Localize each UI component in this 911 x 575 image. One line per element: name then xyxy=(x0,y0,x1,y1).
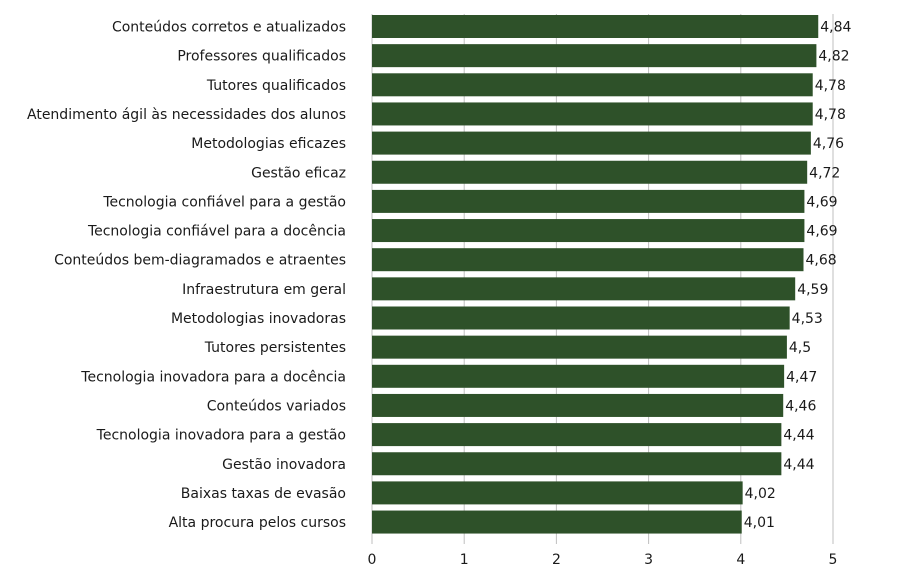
bar xyxy=(372,219,805,243)
x-tick-label: 3 xyxy=(644,552,653,568)
category-label: Professores qualificados xyxy=(177,49,346,65)
category-label: Metodologias eficazes xyxy=(191,136,346,152)
category-label: Gestão inovadora xyxy=(222,457,346,473)
data-label: 4,78 xyxy=(815,107,846,123)
x-tick-label: 2 xyxy=(552,552,561,568)
category-label: Tecnologia confiável para a docência xyxy=(87,224,346,240)
data-label: 4,01 xyxy=(744,515,775,531)
data-label: 4,02 xyxy=(745,486,776,502)
x-tick-label: 0 xyxy=(368,552,377,568)
category-label: Conteúdos corretos e atualizados xyxy=(112,20,346,36)
data-label: 4,82 xyxy=(818,49,849,65)
x-tick-label: 1 xyxy=(460,552,469,568)
x-tick-label: 5 xyxy=(829,552,838,568)
bar xyxy=(372,248,804,272)
category-label: Tecnologia confiável para a gestão xyxy=(102,194,346,210)
bar xyxy=(372,510,742,534)
x-axis-ticks: 0 1 2 3 4 5 xyxy=(368,552,838,568)
bar xyxy=(372,15,819,38)
data-label: 4,5 xyxy=(789,340,811,356)
bar xyxy=(372,44,817,68)
data-label: 4,76 xyxy=(813,136,844,152)
category-label: Tecnologia inovadora para a docência xyxy=(80,369,346,385)
category-label: Atendimento ágil às necessidades dos alu… xyxy=(27,107,346,123)
bar xyxy=(372,102,813,126)
bar xyxy=(372,73,813,97)
data-label: 4,44 xyxy=(783,428,814,444)
bar xyxy=(372,423,782,447)
bar xyxy=(372,306,790,330)
category-label: Baixas taxas de evasão xyxy=(181,486,346,502)
category-label: Tutores persistentes xyxy=(204,340,346,356)
category-label: Metodologias inovadoras xyxy=(171,311,346,327)
category-labels: Conteúdos corretos e atualizados Professo… xyxy=(27,20,346,532)
bar xyxy=(372,481,743,505)
bars xyxy=(372,15,819,534)
data-label: 4,69 xyxy=(806,194,837,210)
data-label: 4,72 xyxy=(809,165,840,181)
data-label: 4,68 xyxy=(805,253,836,269)
category-label: Conteúdos variados xyxy=(207,398,346,414)
bar xyxy=(372,452,782,476)
data-label: 4,69 xyxy=(806,224,837,240)
bar xyxy=(372,131,811,155)
category-label: Tecnologia inovadora para a gestão xyxy=(96,428,346,444)
data-label: 4,46 xyxy=(785,398,816,414)
bar xyxy=(372,364,785,388)
bar xyxy=(372,277,796,301)
bar xyxy=(372,160,808,184)
category-label: Gestão eficaz xyxy=(251,165,346,181)
category-label: Alta procura pelos cursos xyxy=(169,515,346,531)
data-label: 4,84 xyxy=(820,20,851,36)
category-label: Conteúdos bem-diagramados e atraentes xyxy=(54,253,346,269)
bar xyxy=(372,189,805,213)
data-label: 4,47 xyxy=(786,369,817,385)
data-label: 4,53 xyxy=(792,311,823,327)
value-labels: 4,84 4,82 4,78 4,78 4,76 4,72 4,69 4,69 4,68 4,59… xyxy=(744,20,852,532)
bar xyxy=(372,335,787,359)
bar xyxy=(372,393,784,417)
data-label: 4,59 xyxy=(797,282,828,298)
data-label: 4,44 xyxy=(783,457,814,473)
x-tick-label: 4 xyxy=(736,552,745,568)
category-label: Infraestrutura em geral xyxy=(182,282,346,298)
category-label: Tutores qualificados xyxy=(206,78,346,94)
data-label: 4,78 xyxy=(815,78,846,94)
